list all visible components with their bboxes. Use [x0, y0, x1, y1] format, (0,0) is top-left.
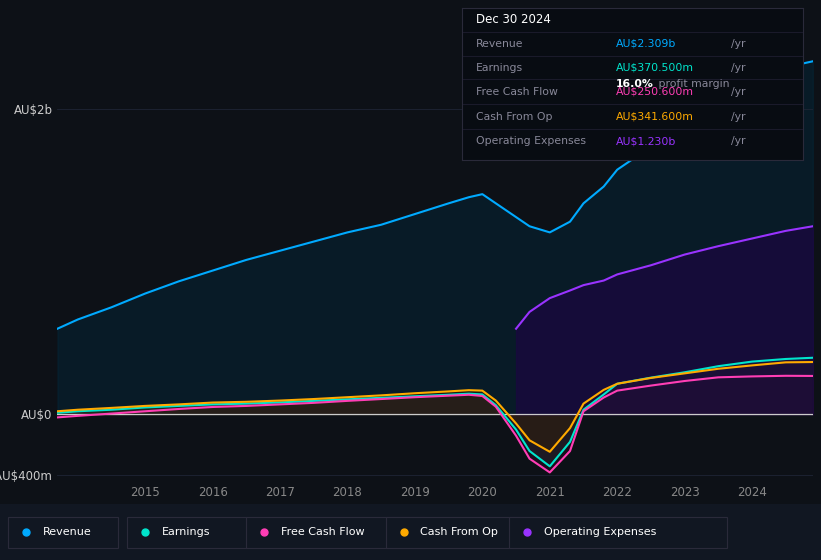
Text: Revenue: Revenue [476, 39, 523, 49]
Text: AU$341.600m: AU$341.600m [616, 111, 694, 122]
Text: Operating Expenses: Operating Expenses [476, 137, 586, 147]
FancyBboxPatch shape [246, 517, 425, 548]
Text: Cash From Op: Cash From Op [476, 111, 553, 122]
Text: Revenue: Revenue [43, 528, 91, 537]
Text: profit margin: profit margin [654, 79, 729, 89]
FancyBboxPatch shape [127, 517, 247, 548]
Text: /yr: /yr [732, 63, 746, 73]
Text: Free Cash Flow: Free Cash Flow [476, 87, 557, 96]
Text: Earnings: Earnings [162, 528, 210, 537]
Text: AU$2.309b: AU$2.309b [616, 39, 676, 49]
Text: Dec 30 2024: Dec 30 2024 [476, 13, 551, 26]
Text: 16.0%: 16.0% [616, 79, 654, 89]
Text: /yr: /yr [732, 137, 746, 147]
Text: Operating Expenses: Operating Expenses [544, 528, 656, 537]
Text: /yr: /yr [732, 39, 746, 49]
FancyBboxPatch shape [386, 517, 545, 548]
Text: Free Cash Flow: Free Cash Flow [281, 528, 365, 537]
Text: /yr: /yr [732, 87, 746, 96]
Text: AU$1.230b: AU$1.230b [616, 137, 676, 147]
FancyBboxPatch shape [8, 517, 118, 548]
Text: Cash From Op: Cash From Op [420, 528, 498, 537]
Text: Earnings: Earnings [476, 63, 523, 73]
Text: AU$370.500m: AU$370.500m [616, 63, 694, 73]
FancyBboxPatch shape [509, 517, 727, 548]
Text: AU$250.600m: AU$250.600m [616, 87, 694, 96]
Text: /yr: /yr [732, 111, 746, 122]
